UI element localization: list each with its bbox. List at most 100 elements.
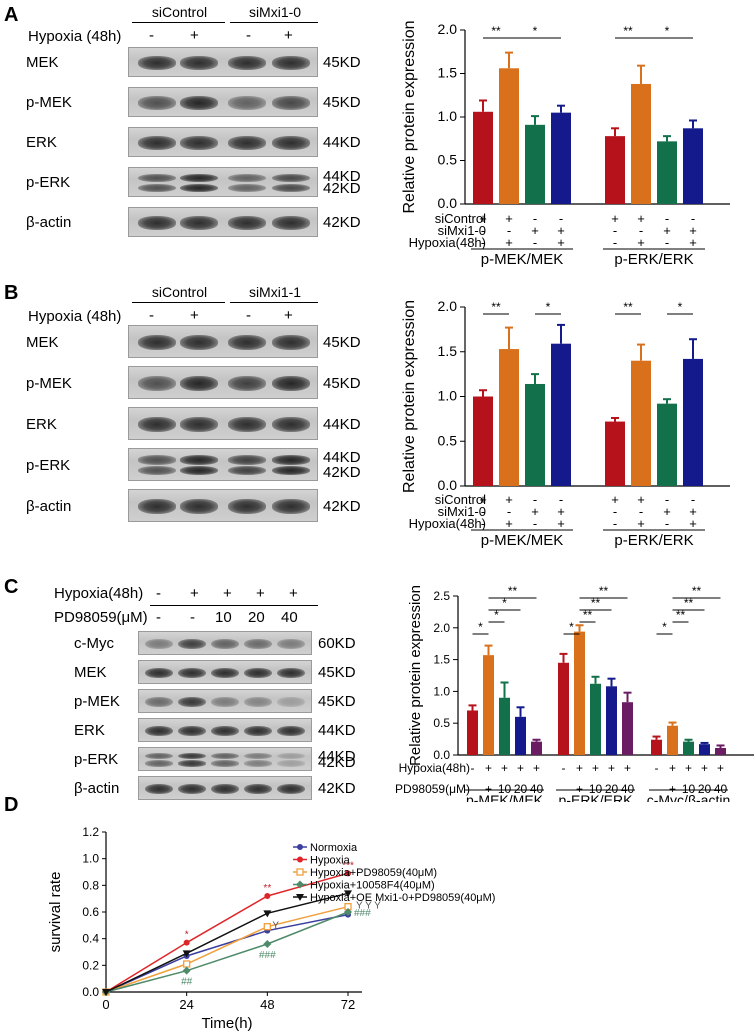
condition-label: siControl: [435, 211, 486, 226]
blot-band: [228, 376, 266, 391]
blot-band: [244, 696, 272, 708]
significance-mark: **: [591, 596, 601, 610]
bar: [499, 349, 519, 486]
pd-value: 10: [215, 609, 232, 626]
condition-sign: -: [559, 211, 563, 226]
blot-band: [178, 638, 206, 650]
condition-sign: -: [533, 211, 537, 226]
blot-band: [138, 455, 176, 465]
y-axis-label: Relative protein expression: [401, 21, 418, 214]
condition-sign: +: [485, 761, 492, 775]
series-line: [105, 872, 349, 993]
blot-size-label: 44KD: [323, 168, 361, 185]
blot-band: [145, 752, 173, 760]
blot-size-label: 42KD: [323, 497, 361, 515]
blot-band: [272, 466, 310, 476]
blot-band: [211, 667, 239, 679]
y-tick-label: 0.4: [82, 932, 99, 946]
blot-row-label: ERK: [74, 722, 105, 739]
condition-sign: +: [701, 761, 708, 775]
blot-band: [211, 638, 239, 650]
data-point: [344, 890, 352, 898]
bar: [483, 655, 494, 755]
condition-sign: -: [665, 211, 669, 226]
blot-band: [145, 667, 173, 679]
blot-size-label: 42KD: [323, 214, 361, 231]
series-line: [105, 892, 349, 993]
blot-band: [272, 216, 310, 230]
significance-mark: *: [478, 620, 483, 634]
blot-band: [211, 760, 239, 768]
blot-row-label: β-actin: [74, 780, 120, 797]
blot-band: [277, 638, 305, 650]
y-tick-label: 0.0: [438, 477, 458, 493]
legend-label: Hypoxia+10058F4(40μM): [310, 880, 435, 892]
condition-sign: +: [592, 761, 599, 775]
y-tick-label: 1.5: [433, 653, 450, 667]
blot-band: [138, 183, 176, 192]
blot-band: [244, 783, 272, 795]
significance-mark: *: [533, 24, 538, 38]
pd-value: 40: [281, 609, 298, 626]
blot-size-label: 44KD: [323, 415, 361, 433]
treatment-underline: [150, 605, 318, 606]
blot-size-label: 45KD: [323, 333, 361, 351]
condition-sign: +: [624, 761, 631, 775]
pd-value: -: [156, 609, 161, 626]
condition-sign: +: [533, 761, 540, 775]
y-tick-label: 1.0: [438, 388, 458, 404]
bar: [606, 686, 617, 755]
condition-sign: +: [689, 516, 697, 531]
blot-row-label: MEK: [26, 54, 59, 71]
blot-band: [211, 696, 239, 708]
blot-size-label: 42KD: [323, 180, 361, 197]
blot-band: [138, 56, 176, 70]
blot-strip: [138, 689, 312, 713]
condition-sign: +: [637, 516, 645, 531]
condition-sign: -: [613, 235, 617, 250]
blot-strip: [138, 747, 312, 771]
data-point: [183, 960, 191, 968]
blot-band: [178, 696, 206, 708]
blot-row-label: MEK: [74, 664, 107, 681]
blot-row-label: p-MEK: [26, 374, 72, 392]
legend-label: Normoxia: [310, 842, 358, 854]
significance-mark: **: [676, 608, 686, 622]
legend-label: Hypoxia+PD98059(40μM): [310, 867, 437, 879]
blot-band: [272, 455, 310, 465]
pd-label-c: PD98059(μM): [54, 609, 148, 626]
significance-annotation: ###: [354, 908, 371, 919]
sign: -: [156, 585, 161, 602]
x-tick-label: 24: [179, 997, 193, 1012]
group-underline: [230, 302, 318, 303]
blot-band: [277, 752, 305, 760]
condition-sign: -: [481, 235, 485, 250]
blot-band: [228, 417, 266, 432]
sign: -: [149, 27, 154, 44]
blot-band: [178, 783, 206, 795]
blot-strip: [128, 448, 318, 481]
condition-label: Hypoxia(48h): [399, 761, 470, 775]
panel-label-b: B: [4, 282, 19, 304]
bar: [499, 68, 519, 204]
condition-sign: +: [501, 761, 508, 775]
condition-sign: +: [557, 223, 565, 238]
condition-sign: -: [533, 516, 537, 531]
data-point: [102, 989, 110, 996]
sign: +: [284, 27, 293, 44]
blot-band: [272, 376, 310, 391]
blot-band: [145, 725, 173, 737]
condition-sign: -: [481, 223, 485, 238]
bar: [525, 124, 545, 204]
blot-band: [138, 417, 176, 432]
x-tick-label: 48: [260, 997, 274, 1012]
bar: [631, 360, 651, 486]
condition-sign: +: [479, 492, 487, 507]
blot-band: [228, 96, 266, 110]
condition-sign: -: [533, 492, 537, 507]
condition-sign: -: [655, 782, 659, 796]
condition-sign: 20: [698, 782, 712, 796]
condition-sign: -: [613, 504, 617, 519]
y-tick-label: 1.5: [438, 343, 458, 359]
blot-band: [272, 96, 310, 110]
